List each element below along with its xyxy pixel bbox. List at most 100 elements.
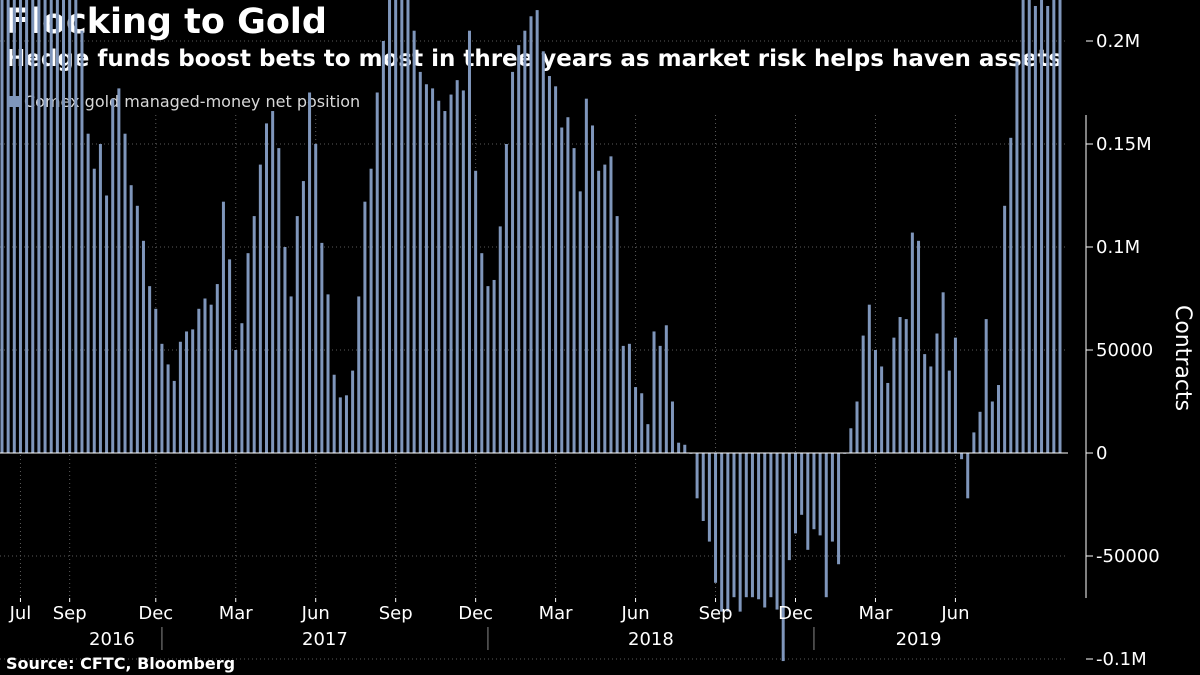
year-label: 2018 bbox=[628, 629, 674, 650]
bar bbox=[492, 279, 496, 453]
bar bbox=[178, 341, 182, 453]
bar bbox=[511, 71, 515, 454]
bar bbox=[295, 216, 299, 453]
bar bbox=[621, 345, 625, 453]
bar bbox=[215, 284, 219, 453]
bar bbox=[289, 296, 293, 453]
bar bbox=[381, 41, 385, 453]
bar bbox=[707, 453, 711, 542]
bar bbox=[55, 0, 59, 453]
bar bbox=[664, 325, 668, 453]
bar bbox=[301, 181, 305, 453]
bar bbox=[609, 156, 613, 454]
bar bbox=[25, 0, 29, 454]
bar bbox=[1015, 61, 1019, 453]
bar bbox=[1058, 0, 1062, 453]
bar bbox=[105, 195, 109, 453]
bar bbox=[658, 345, 662, 453]
bar bbox=[1046, 5, 1050, 453]
y-tick-label: -50000 bbox=[1096, 546, 1160, 567]
bar bbox=[12, 0, 16, 454]
bar bbox=[873, 350, 877, 453]
bar bbox=[467, 30, 471, 453]
bar bbox=[683, 444, 687, 453]
bar bbox=[228, 259, 232, 453]
bar bbox=[400, 0, 404, 454]
bar bbox=[74, 0, 78, 453]
bar bbox=[1033, 5, 1037, 453]
bar bbox=[591, 125, 595, 454]
bar bbox=[750, 453, 754, 598]
legend-label: Comex gold managed-money net position bbox=[24, 92, 361, 111]
bar bbox=[154, 308, 158, 453]
bar bbox=[855, 401, 859, 453]
bar bbox=[726, 453, 730, 612]
x-tick-label: Dec bbox=[138, 603, 173, 624]
bar bbox=[775, 453, 779, 610]
bar bbox=[308, 92, 312, 453]
bar bbox=[824, 453, 828, 598]
bar bbox=[517, 45, 521, 454]
x-tick-label: Dec bbox=[778, 603, 813, 624]
bar bbox=[947, 370, 951, 453]
bar bbox=[344, 395, 348, 453]
bar bbox=[738, 453, 742, 612]
bar bbox=[904, 319, 908, 453]
bar bbox=[375, 92, 379, 453]
bar bbox=[135, 205, 139, 453]
bar bbox=[474, 170, 478, 453]
bar bbox=[652, 331, 656, 453]
bar bbox=[990, 401, 994, 453]
bar bbox=[332, 374, 336, 453]
bar bbox=[388, 0, 392, 454]
year-label: 2019 bbox=[896, 629, 942, 650]
x-tick-label: Mar bbox=[858, 603, 893, 624]
bar bbox=[732, 453, 736, 598]
x-tick-label: Sep bbox=[379, 603, 413, 624]
bar bbox=[338, 397, 342, 453]
bar bbox=[646, 424, 650, 453]
bar bbox=[1027, 0, 1031, 453]
bar bbox=[794, 453, 797, 534]
bar bbox=[437, 100, 441, 454]
bar bbox=[480, 253, 484, 453]
bar bbox=[880, 366, 884, 453]
bar bbox=[830, 453, 834, 542]
bar bbox=[185, 331, 189, 453]
y-tick-label: 0.2M bbox=[1096, 31, 1140, 52]
bar bbox=[695, 453, 699, 499]
bar bbox=[252, 216, 256, 453]
bar bbox=[111, 98, 115, 454]
source-note: Source: CFTC, Bloomberg bbox=[6, 654, 236, 673]
bar bbox=[953, 337, 957, 453]
bar bbox=[258, 164, 262, 453]
bar bbox=[265, 123, 268, 454]
bar bbox=[935, 333, 939, 453]
bar bbox=[221, 201, 225, 453]
bar bbox=[148, 286, 152, 453]
bar bbox=[984, 319, 988, 453]
bar bbox=[1040, 0, 1044, 454]
bar bbox=[129, 185, 133, 453]
bar bbox=[203, 298, 207, 453]
bar bbox=[209, 304, 213, 453]
bar bbox=[849, 428, 853, 453]
bar bbox=[18, 0, 22, 453]
bar bbox=[123, 133, 127, 453]
bar bbox=[584, 98, 588, 454]
bar bbox=[234, 350, 238, 453]
bar bbox=[972, 432, 976, 453]
bar bbox=[455, 80, 459, 453]
bar bbox=[529, 16, 533, 454]
bar bbox=[197, 308, 201, 453]
bar bbox=[461, 90, 465, 453]
x-tick-label: Jun bbox=[940, 603, 969, 624]
bar bbox=[418, 71, 422, 454]
bar bbox=[917, 240, 921, 453]
bar bbox=[172, 380, 176, 453]
bar bbox=[86, 133, 90, 453]
bar bbox=[92, 168, 96, 453]
bar bbox=[1009, 137, 1013, 453]
bar bbox=[627, 343, 631, 453]
